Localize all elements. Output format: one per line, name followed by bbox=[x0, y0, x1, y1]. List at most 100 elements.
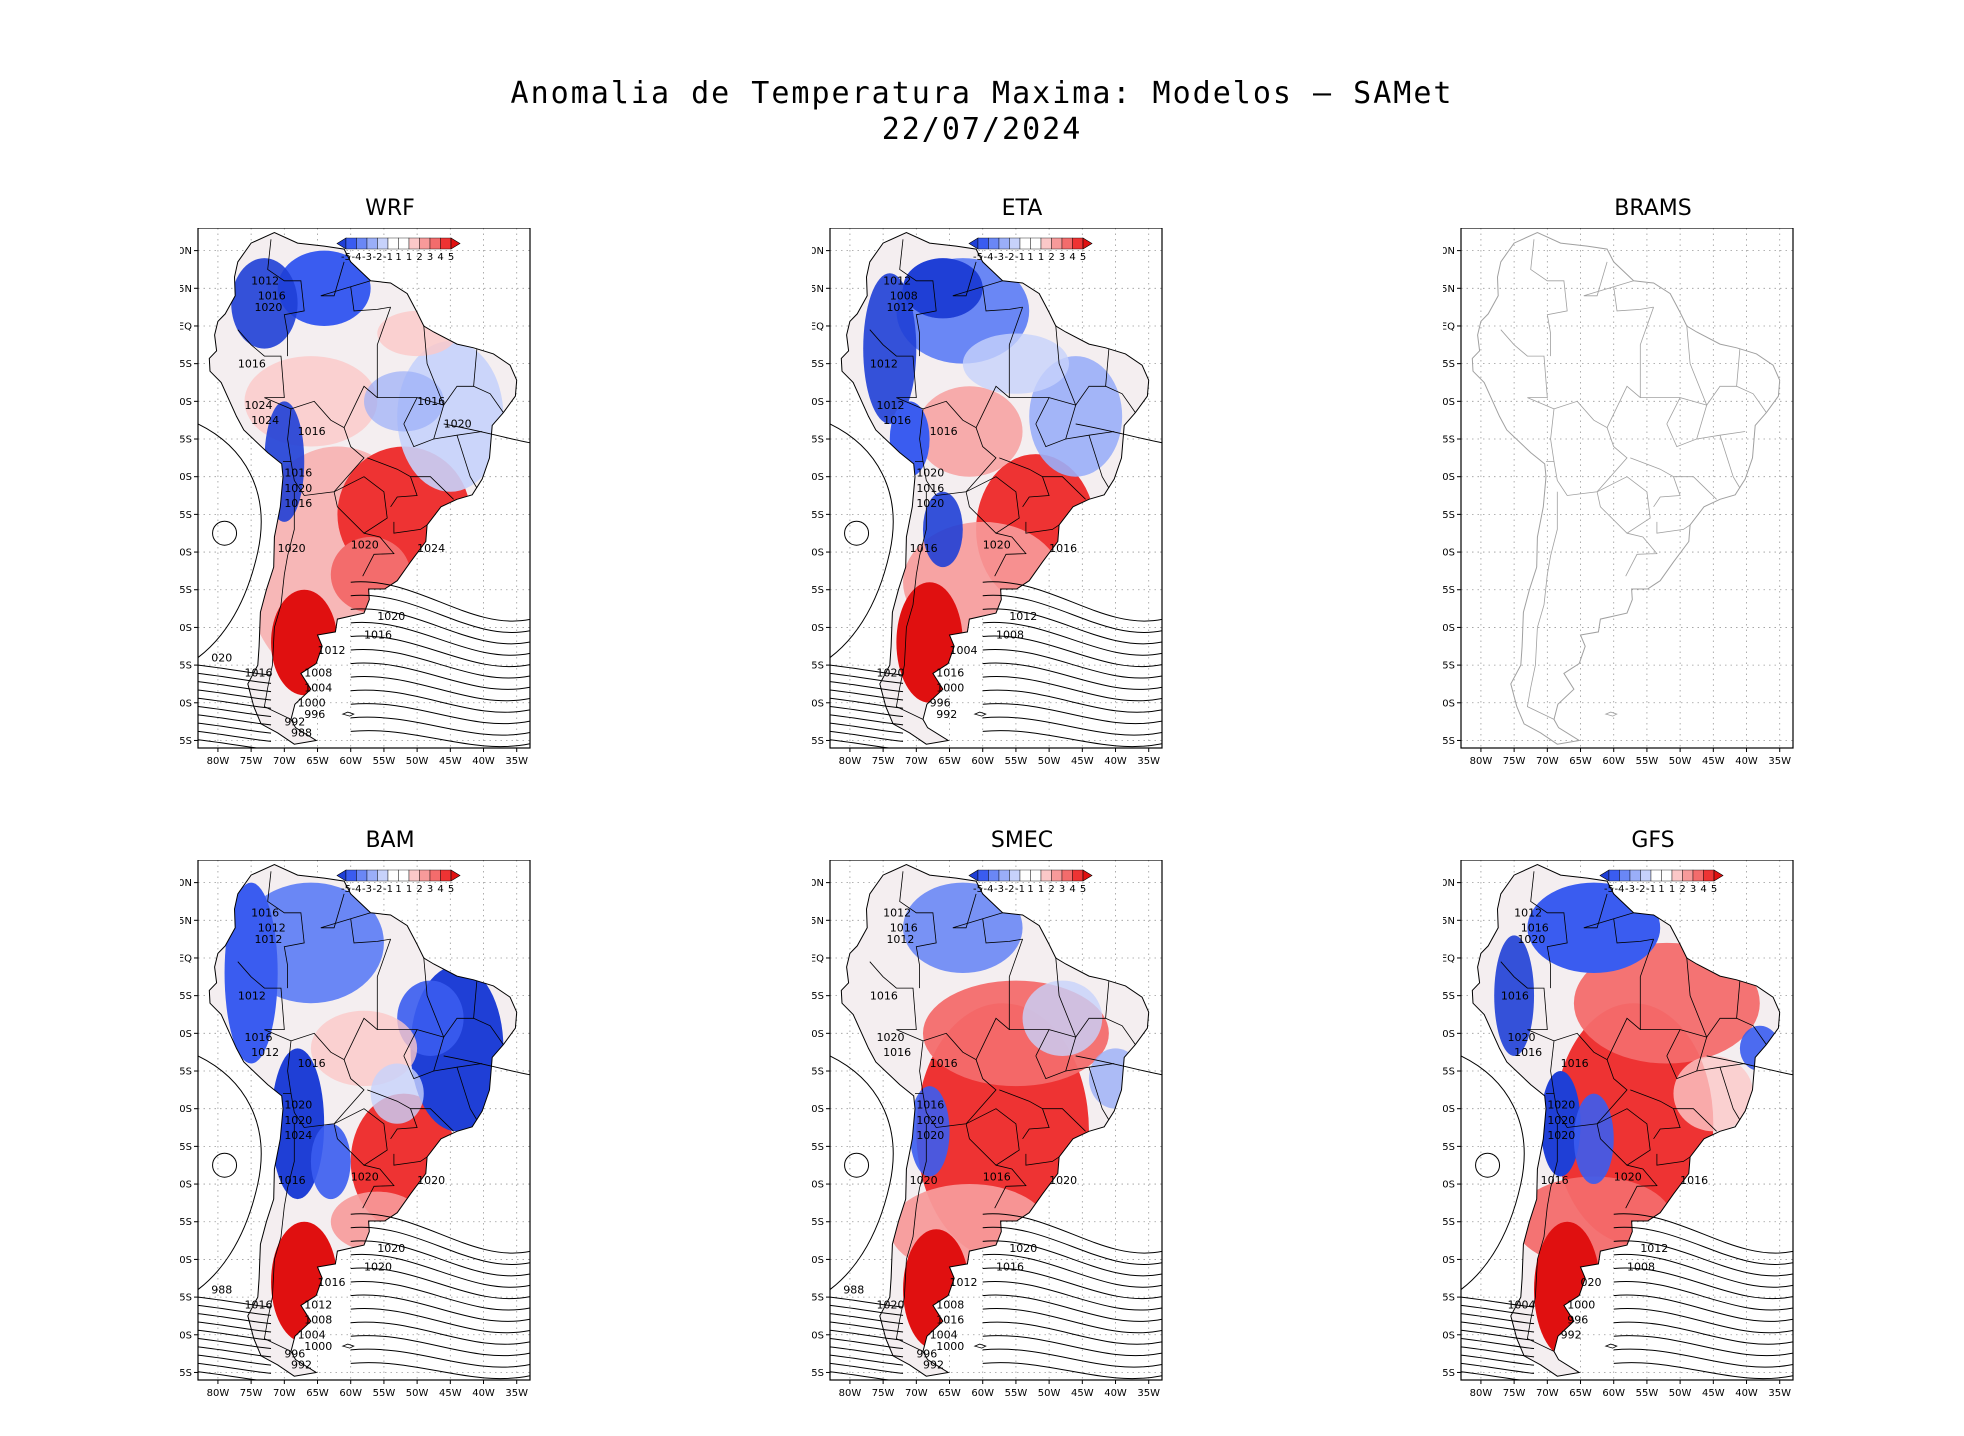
country-border bbox=[1673, 476, 1717, 500]
country-border bbox=[922, 1032, 997, 1128]
isobar-line bbox=[982, 1321, 1162, 1345]
lat-label: 15S bbox=[1443, 1067, 1455, 1078]
isobar-line bbox=[198, 1338, 272, 1350]
lon-label: 80W bbox=[207, 756, 230, 767]
isobar-label: 1016 bbox=[244, 1298, 272, 1311]
country-border bbox=[1613, 286, 1654, 312]
isobar-line bbox=[198, 1055, 262, 1290]
isobar-label: 1020 bbox=[916, 1129, 944, 1142]
country-border bbox=[362, 532, 395, 577]
map-plot-smec: 1012 1016 1012 1016 1020 1016 1016 1016 1020 1020… bbox=[812, 860, 1232, 1408]
country-border bbox=[869, 329, 924, 462]
panel-title: ETA bbox=[1001, 196, 1043, 221]
lon-label: 35W bbox=[505, 1388, 528, 1399]
isobar-label: 992 bbox=[923, 1359, 944, 1372]
lat-label: EQ bbox=[1443, 321, 1455, 332]
country-borders bbox=[869, 239, 1136, 720]
lon-label: 80W bbox=[1470, 1388, 1493, 1399]
colorbar-swatch bbox=[1051, 237, 1063, 250]
anomaly-blob bbox=[224, 882, 278, 1064]
lat-label: 10N bbox=[1443, 246, 1455, 257]
lat-label: EQ bbox=[812, 953, 824, 964]
country-border bbox=[367, 457, 418, 508]
isobar-line bbox=[198, 664, 272, 676]
isobar-line bbox=[350, 1321, 530, 1345]
isobar-label: 1000 bbox=[1567, 1298, 1595, 1311]
isobar-label: 992 bbox=[1561, 1329, 1582, 1342]
lon-label: 50W bbox=[1669, 1388, 1692, 1399]
isobar-label: 1016 bbox=[870, 989, 898, 1002]
lat-label: 35S bbox=[180, 585, 192, 596]
isobar-line bbox=[982, 1348, 1162, 1368]
colorbar-tick: -4 bbox=[352, 884, 362, 895]
isobar-label: 1012 bbox=[870, 357, 898, 370]
lat-label: 50S bbox=[812, 1330, 824, 1341]
country-border bbox=[1008, 938, 1023, 1030]
lon-label: 65W bbox=[306, 756, 329, 767]
lon-label: 40W bbox=[1735, 1388, 1758, 1399]
colorbar-tick: 1 bbox=[1038, 252, 1044, 263]
isobar-line bbox=[1461, 1055, 1525, 1290]
high-pressure-isobar bbox=[212, 520, 238, 546]
country-border bbox=[1075, 348, 1110, 406]
lat-label: 5N bbox=[1443, 284, 1455, 295]
country-border bbox=[999, 457, 1050, 508]
colorbar-tick: -4 bbox=[1615, 884, 1625, 895]
colorbar-swatch bbox=[1051, 869, 1063, 882]
lat-label: EQ bbox=[812, 321, 824, 332]
isobar-label: 1000 bbox=[298, 697, 326, 710]
lat-label: 40S bbox=[1443, 1255, 1455, 1266]
colorbar-swatch bbox=[1703, 869, 1715, 882]
isobar-line bbox=[1613, 1362, 1793, 1380]
country-border bbox=[1625, 532, 1658, 577]
lon-label: 60W bbox=[1602, 1388, 1625, 1399]
colorbar-swatch bbox=[1019, 237, 1031, 250]
isobar-line bbox=[982, 1240, 1162, 1277]
isobar-line bbox=[982, 1213, 1162, 1254]
isobar-line bbox=[982, 1253, 1162, 1288]
isobar-line bbox=[350, 1308, 530, 1334]
lat-label: 20S bbox=[180, 472, 192, 483]
colorbar-swatch bbox=[977, 869, 989, 882]
coastline bbox=[840, 863, 1150, 1377]
isobar-line bbox=[198, 1313, 272, 1325]
panel-bam: BAM 1016 1012 1012 1012 1016 1012 1016 1020 1020… bbox=[180, 828, 600, 1408]
anomaly-blob bbox=[962, 333, 1070, 394]
isobar-label: 996 bbox=[1567, 1313, 1588, 1326]
colorbar-tick: -3 bbox=[362, 884, 372, 895]
country-border bbox=[1025, 521, 1060, 534]
isobar-label: 1020 bbox=[444, 418, 472, 431]
isobar-line bbox=[1461, 1329, 1535, 1341]
lat-label: 55S bbox=[812, 1368, 824, 1379]
isobar-line bbox=[830, 681, 904, 693]
colorbar-swatch bbox=[1009, 869, 1021, 882]
isobar-line bbox=[350, 703, 530, 725]
lat-label: 45S bbox=[1443, 1293, 1455, 1304]
colorbar-swatch bbox=[398, 237, 410, 250]
map-plot-gfs: 1012 1016 1020 1016 1020 1016 1016 1020 1020 1020… bbox=[1443, 860, 1863, 1408]
colorbar-swatch bbox=[1629, 869, 1641, 882]
colorbar-tick: 5 bbox=[448, 252, 454, 263]
country-border bbox=[1596, 476, 1651, 534]
colorbar-tick: 2 bbox=[1679, 884, 1685, 895]
isobar-line bbox=[830, 739, 893, 748]
anomaly-blob bbox=[922, 491, 963, 568]
isobar-label: 1012 bbox=[304, 1298, 332, 1311]
lon-label: 40W bbox=[1735, 756, 1758, 767]
lon-label: 70W bbox=[1536, 756, 1559, 767]
colorbar-swatch bbox=[988, 869, 1000, 882]
colorbar-swatch bbox=[1030, 237, 1042, 250]
isobar-label: 1024 bbox=[244, 399, 272, 412]
country-border bbox=[333, 1108, 388, 1166]
country-border bbox=[1613, 918, 1654, 944]
country-borders bbox=[1500, 871, 1767, 1352]
colorbar-swatch bbox=[440, 869, 452, 882]
lat-label: 50S bbox=[1443, 698, 1455, 709]
isobar-line bbox=[350, 689, 530, 713]
colorbar-swatch bbox=[1682, 869, 1694, 882]
colorbar-right-arrow bbox=[1082, 237, 1093, 250]
isobar-line bbox=[198, 1304, 272, 1316]
isobar-label: 996 bbox=[284, 1347, 305, 1360]
isobar-line bbox=[982, 1308, 1162, 1334]
isobar-label: 1020 bbox=[364, 1261, 392, 1274]
